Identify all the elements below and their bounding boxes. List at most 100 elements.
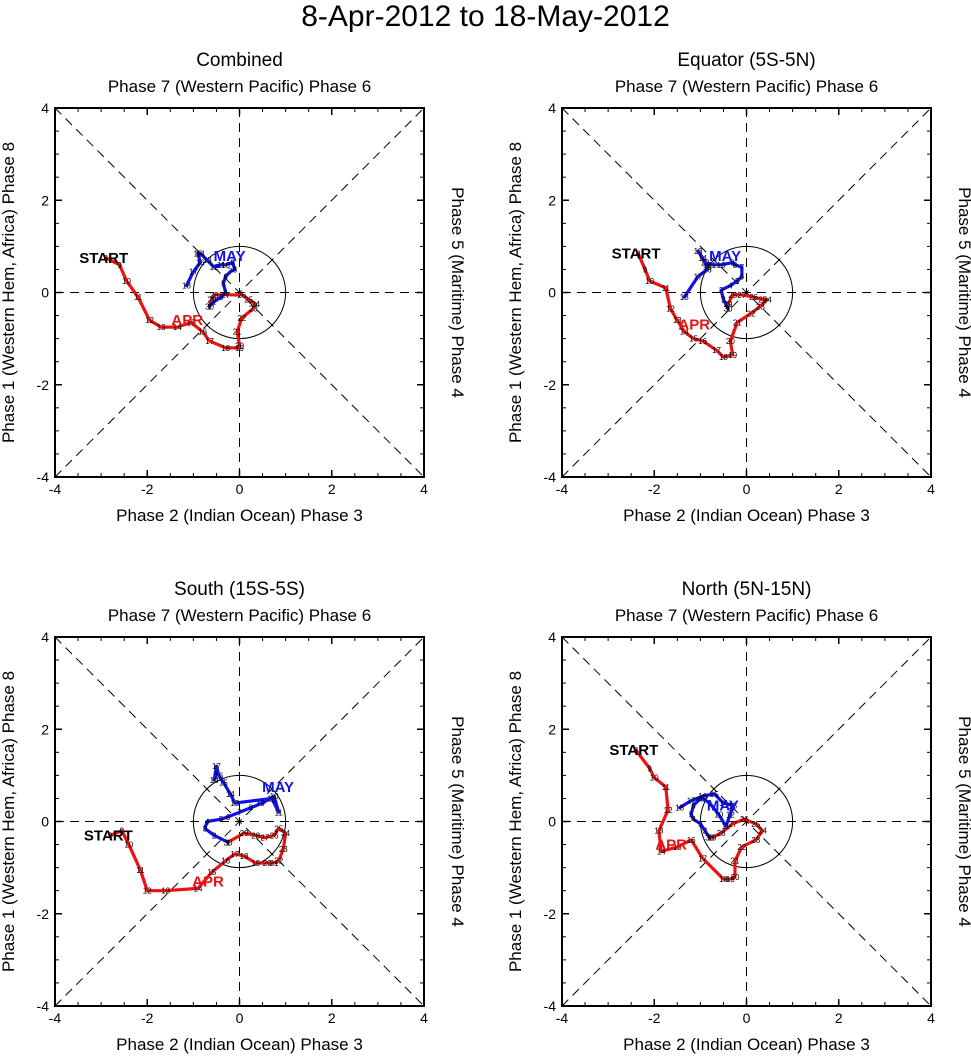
day-label: 10 bbox=[122, 277, 131, 286]
x-tick-label: -4 bbox=[49, 481, 62, 497]
day-label: 22 bbox=[747, 309, 756, 318]
y-tick-label: -4 bbox=[544, 998, 557, 1014]
day-label: 4 bbox=[223, 289, 228, 298]
phase-label-bottom: Phase 2 (Indian Ocean) Phase 3 bbox=[623, 506, 870, 525]
day-label: 27 bbox=[737, 291, 746, 300]
day-label: 14 bbox=[196, 249, 205, 258]
day-label: 10 bbox=[645, 277, 654, 286]
day-label: 13 bbox=[654, 827, 663, 836]
day-label: 13 bbox=[161, 887, 170, 896]
day-label: 17 bbox=[212, 762, 221, 771]
day-label: 11 bbox=[708, 261, 717, 270]
trajectory-may bbox=[203, 764, 281, 844]
day-label: 14 bbox=[680, 328, 689, 337]
panel-title: South (15S-5S) bbox=[174, 579, 305, 600]
y-tick-label: 0 bbox=[41, 285, 49, 301]
day-label: 13 bbox=[203, 256, 212, 265]
day-label: 15 bbox=[710, 790, 719, 799]
day-label: 10 bbox=[124, 841, 133, 850]
day-label: 28 bbox=[251, 831, 260, 840]
phase-label-bottom: Phase 2 (Indian Ocean) Phase 3 bbox=[623, 1035, 870, 1054]
x-tick-label: 2 bbox=[328, 1010, 336, 1026]
day-label: 12 bbox=[666, 305, 675, 314]
start-label: START bbox=[612, 245, 661, 262]
phase-panel-4: North (5N-15N) Phase 7 (Western Pacific) … bbox=[506, 579, 971, 1054]
day-label: 23 bbox=[279, 845, 288, 854]
day-label: 12 bbox=[210, 263, 219, 272]
day-label: 4 bbox=[691, 815, 696, 824]
day-label: 29 bbox=[240, 829, 249, 838]
x-tick-label: -4 bbox=[49, 1010, 62, 1026]
x-tick-label: 0 bbox=[236, 1010, 244, 1026]
day-label: 13 bbox=[728, 801, 737, 810]
day-label: 25 bbox=[758, 295, 767, 304]
start-label: START bbox=[609, 742, 658, 759]
day-label: 8 bbox=[700, 794, 705, 803]
day-label: 2 bbox=[212, 831, 217, 840]
day-label: 5 bbox=[219, 815, 224, 824]
day-label: 1 bbox=[726, 305, 731, 314]
day-label: 21 bbox=[733, 318, 742, 327]
phase-label-top: Phase 7 (Western Pacific) Phase 6 bbox=[108, 606, 371, 625]
y-tick-label: 0 bbox=[41, 814, 49, 830]
y-tick-label: -4 bbox=[37, 998, 50, 1014]
day-label: 12 bbox=[143, 887, 152, 896]
x-tick-label: 0 bbox=[236, 481, 244, 497]
x-tick-label: 2 bbox=[835, 481, 843, 497]
day-label: 18 bbox=[680, 293, 689, 302]
y-tick-label: 4 bbox=[548, 629, 556, 645]
day-label: 17 bbox=[698, 854, 707, 863]
page-title: 8-Apr-2012 to 18-May-2012 bbox=[301, 0, 670, 33]
day-label: 15 bbox=[194, 249, 203, 258]
phase-label-left: Phase 1 (Western Hem, Africa) Phase 8 bbox=[506, 142, 525, 443]
y-tick-label: 2 bbox=[548, 721, 556, 737]
day-label: 16 bbox=[214, 771, 223, 780]
day-label: 14 bbox=[226, 790, 235, 799]
trajectory-apr bbox=[108, 826, 288, 893]
day-label: 19 bbox=[728, 351, 737, 360]
day-label: 27 bbox=[728, 820, 737, 829]
day-label: 7 bbox=[237, 808, 242, 817]
day-label: 1 bbox=[707, 834, 712, 843]
day-label: 8 bbox=[233, 265, 238, 274]
day-label: 13 bbox=[157, 323, 166, 332]
x-tick-label: 4 bbox=[927, 481, 935, 497]
month-label-apr: APR bbox=[192, 873, 224, 890]
trajectory-apr bbox=[634, 748, 765, 881]
trajectory-may bbox=[184, 251, 237, 308]
y-tick-label: -2 bbox=[544, 377, 557, 393]
x-tick-label: 2 bbox=[328, 481, 336, 497]
day-label: 6 bbox=[740, 272, 745, 281]
day-label: 17 bbox=[230, 850, 239, 859]
day-label: 12 bbox=[664, 806, 673, 815]
day-label: 21 bbox=[270, 859, 279, 868]
day-label: 1 bbox=[226, 838, 231, 847]
phase-panel-1: Combined Phase 7 (Western Pacific) Phase … bbox=[0, 50, 467, 525]
month-label-apr: APR bbox=[655, 836, 687, 853]
day-label: 2 bbox=[212, 298, 217, 307]
trajectory-apr bbox=[636, 251, 769, 359]
day-label: 14 bbox=[698, 254, 707, 263]
day-label: 15 bbox=[219, 778, 228, 787]
x-tick-label: 4 bbox=[927, 1010, 935, 1026]
day-label: 17 bbox=[712, 346, 721, 355]
day-label: 24 bbox=[281, 829, 290, 838]
y-tick-label: -2 bbox=[544, 906, 557, 922]
day-label: 19 bbox=[726, 875, 735, 884]
day-label: 9 bbox=[120, 827, 125, 836]
day-label: 27 bbox=[260, 834, 269, 843]
day-label: 13 bbox=[694, 247, 703, 256]
day-label: 10 bbox=[714, 811, 723, 820]
day-label: 28 bbox=[728, 291, 737, 300]
day-label: 17 bbox=[687, 797, 696, 806]
y-tick-label: -4 bbox=[544, 469, 557, 485]
y-tick-label: 4 bbox=[41, 629, 49, 645]
day-label: 8 bbox=[104, 254, 109, 263]
day-label: 18 bbox=[719, 875, 728, 884]
day-label: 15 bbox=[689, 335, 698, 344]
day-label: 9 bbox=[260, 799, 265, 808]
day-label: 11 bbox=[136, 866, 145, 875]
phase-panel-3: South (15S-5S) Phase 7 (Western Pacific) … bbox=[0, 579, 467, 1054]
day-label: 19 bbox=[251, 859, 260, 868]
